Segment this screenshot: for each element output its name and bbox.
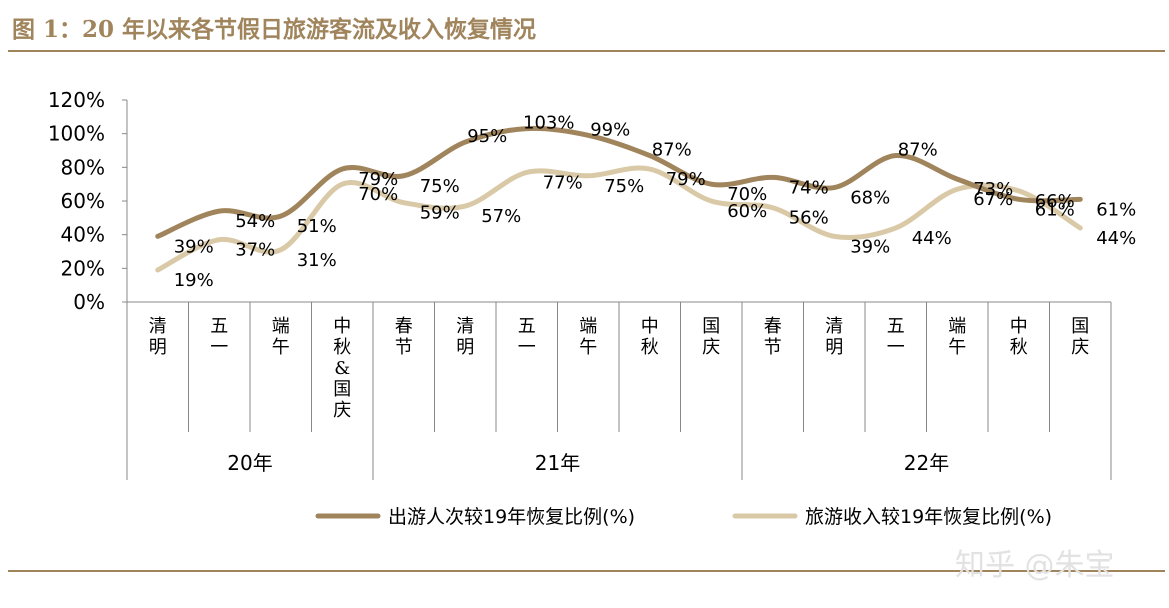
x-category-label: 五一 (210, 316, 228, 358)
figure-title: 图 1：20 年以来各节假日旅游客流及收入恢复情况 (12, 16, 537, 43)
x-category-label: 清明 (825, 316, 843, 358)
data-label-visitors: 99% (590, 119, 630, 140)
data-label-visitors: 73% (973, 179, 1013, 200)
data-label-revenue: 39% (850, 236, 890, 257)
x-category-label: 清明 (456, 316, 474, 358)
data-label-visitors: 95% (467, 126, 507, 147)
data-label-visitors: 74% (789, 177, 829, 198)
x-category-label: 端午 (272, 316, 290, 358)
footer-divider (8, 570, 1165, 572)
x-category-label: 端午 (579, 316, 597, 358)
legend-entry-label: 出游人次较19年恢复比例(%) (388, 506, 635, 528)
data-label-layer: 39% 54% 51% 79% 75% 95% 103% 99% 87% 70% 74% 68% 87%… (174, 113, 1137, 291)
data-label-revenue: 56% (789, 208, 829, 229)
x-category-label: 国庆 (1071, 316, 1089, 358)
data-label-visitors: 79% (358, 169, 398, 190)
data-label-visitors: 75% (420, 176, 460, 197)
data-label-revenue: 60% (727, 201, 767, 222)
x-category-label: 中秋 (641, 316, 659, 358)
data-label-visitors: 61% (1035, 199, 1075, 220)
data-label-visitors: 39% (174, 236, 214, 257)
y-tick-label: 20% (61, 256, 105, 280)
y-tick-label: 40% (61, 223, 105, 247)
x-category-label: 中秋&国庆 (333, 316, 351, 421)
y-tick-label: 100% (48, 122, 105, 146)
x-category-label: 春节 (395, 316, 413, 358)
x-category-label: 端午 (948, 316, 966, 358)
data-label-visitors: 87% (898, 140, 938, 161)
series-line-visitors (155, 125, 1083, 239)
data-label-visitors: 87% (652, 140, 692, 161)
legend: 出游人次较19年恢复比例(%) 旅游收入较19年恢复比例(%) (315, 506, 1052, 528)
series-layer (155, 125, 1083, 273)
legend-entry-label: 旅游收入较19年恢复比例(%) (805, 506, 1052, 528)
data-label-visitors: 68% (850, 188, 890, 209)
group-label: 21年 (535, 451, 580, 475)
data-label-revenue: 57% (481, 206, 521, 227)
data-label-revenue: 59% (420, 203, 460, 224)
data-label-visitors: 70% (727, 184, 767, 205)
x-category-label: 清明 (149, 316, 167, 358)
data-label-revenue: 66% (1035, 191, 1075, 212)
x-category-label: 五一 (518, 316, 536, 358)
x-category-label: 春节 (764, 316, 782, 358)
title-divider (8, 50, 1165, 52)
y-tick-label: 120% (48, 88, 105, 112)
watermark: 知乎 @朱宝 (955, 548, 1115, 583)
data-label-revenue: 44% (912, 228, 952, 249)
data-label-revenue: 19% (174, 270, 214, 291)
data-label-revenue: 70% (358, 184, 398, 205)
data-label-visitors: 51% (297, 216, 337, 237)
axis-layer: 0% 20% 40% 60% 80% 100% 120% 清明 五一 端午 中秋&国庆 春节 清明 五一 端… (48, 88, 1112, 480)
data-label-visitors: 103% (523, 113, 574, 134)
y-tick-label: 80% (61, 155, 105, 179)
data-label-revenue: 31% (297, 250, 337, 271)
data-label-visitors: 61% (1096, 199, 1136, 220)
data-label-revenue: 75% (604, 176, 644, 197)
data-label-revenue: 37% (235, 240, 275, 261)
data-label-revenue: 44% (1096, 228, 1136, 249)
group-label: 20年 (227, 451, 272, 475)
x-category-label: 五一 (887, 316, 905, 358)
y-tick-label: 60% (61, 189, 105, 213)
group-label: 22年 (904, 451, 949, 475)
series-line-revenue (155, 165, 1083, 273)
data-label-revenue: 79% (666, 169, 706, 190)
x-category-label: 国庆 (702, 316, 720, 358)
y-tick-label: 0% (73, 290, 105, 314)
x-category-label: 中秋 (1010, 316, 1028, 358)
data-label-visitors: 54% (235, 211, 275, 232)
data-label-revenue: 77% (543, 172, 583, 193)
data-label-revenue: 67% (973, 189, 1013, 210)
